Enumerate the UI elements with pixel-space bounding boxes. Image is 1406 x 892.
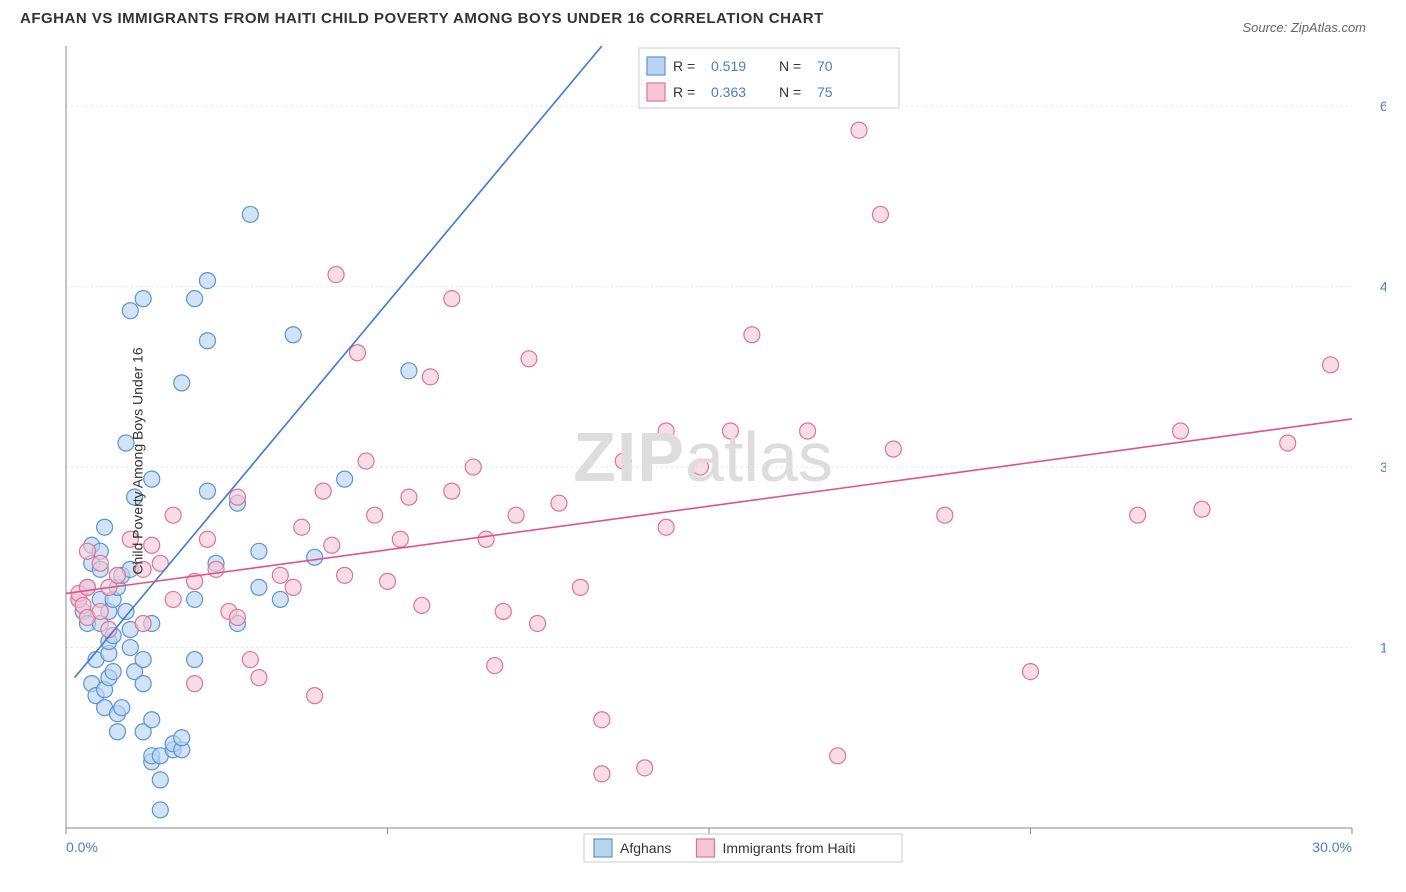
svg-text:45.0%: 45.0%	[1380, 279, 1386, 295]
svg-text:R =: R =	[673, 58, 695, 74]
svg-text:Afghans: Afghans	[620, 840, 671, 856]
svg-text:0.0%: 0.0%	[66, 839, 98, 855]
scatter-chart: 0.0% 30.0% 15.0% 30.0% 45.0% 60.0% R = 0.519 N =…	[20, 40, 1386, 882]
chart-container: Child Poverty Among Boys Under 16 ZIPatl…	[20, 40, 1386, 882]
svg-text:Immigrants from Haiti: Immigrants from Haiti	[723, 840, 856, 856]
svg-text:15.0%: 15.0%	[1380, 640, 1386, 656]
svg-text:75: 75	[817, 84, 833, 100]
svg-text:70: 70	[817, 58, 833, 74]
y-axis-label: Child Poverty Among Boys Under 16	[130, 347, 146, 574]
source-attribution: Source: ZipAtlas.com	[1242, 20, 1366, 35]
svg-text:R =: R =	[673, 84, 695, 100]
svg-text:30.0%: 30.0%	[1380, 459, 1386, 475]
svg-text:0.363: 0.363	[711, 84, 746, 100]
svg-text:60.0%: 60.0%	[1380, 98, 1386, 114]
svg-text:N =: N =	[779, 58, 801, 74]
svg-text:0.519: 0.519	[711, 58, 746, 74]
svg-text:N =: N =	[779, 84, 801, 100]
chart-title: AFGHAN VS IMMIGRANTS FROM HAITI CHILD PO…	[20, 10, 824, 27]
svg-text:30.0%: 30.0%	[1312, 839, 1352, 855]
